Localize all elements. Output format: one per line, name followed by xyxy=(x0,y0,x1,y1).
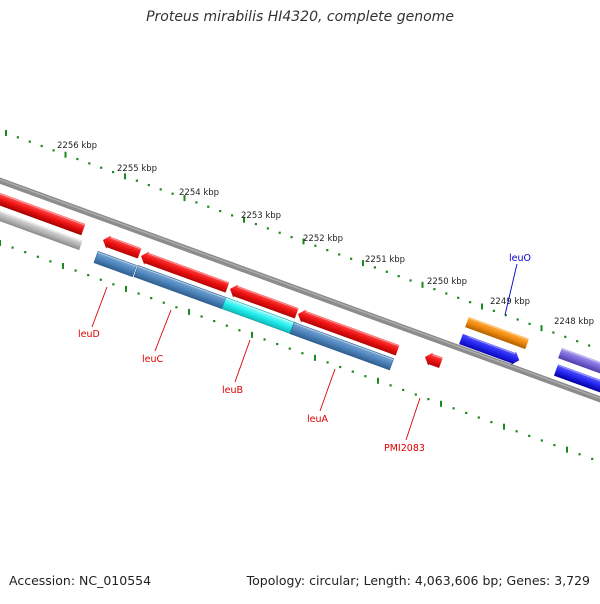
gene-label-leuO: leuO xyxy=(509,253,531,264)
gene-label-leuC: leuC xyxy=(142,354,164,365)
scale-label: 2249 kbp xyxy=(490,297,530,307)
scale-label: 2252 kbp xyxy=(303,234,343,244)
scale-label: 2253 kbp xyxy=(241,211,281,221)
red-gene-leftmost xyxy=(0,186,86,236)
scale-label: 2254 kbp xyxy=(179,188,219,198)
map-title: Proteus mirabilis HI4320, complete genom… xyxy=(146,9,454,25)
grey-feature xyxy=(0,200,83,251)
gene-label-leuA: leuA xyxy=(307,414,329,425)
leuO-gene-blue-arrow xyxy=(459,333,520,365)
leuB-gene-arrow xyxy=(230,284,299,319)
leuC-gene-arrow xyxy=(141,251,230,293)
scale-labels: 2256 kbp 2255 kbp 2254 kbp 2253 kbp 2252 kbp… xyxy=(57,141,594,327)
scale-ticks xyxy=(0,130,594,460)
cds-bar-leuA xyxy=(289,321,395,371)
gene-label-leader xyxy=(504,263,518,316)
scale-label: 2250 kbp xyxy=(427,277,467,287)
cds-bar-leuD xyxy=(93,250,137,278)
scale-label: 2255 kbp xyxy=(117,164,157,174)
scale-label: 2251 kbp xyxy=(365,255,405,265)
gene-label-leader xyxy=(405,397,421,441)
leuA-gene-arrow xyxy=(298,309,400,356)
gene-features xyxy=(0,186,600,397)
gene-label-leuB: leuB xyxy=(222,385,243,396)
blue-gene-right xyxy=(553,364,600,397)
gene-labels: leuD leuC leuB leuA PMI2083 leuO xyxy=(78,253,531,454)
accession-text: Accession: NC_010554 xyxy=(9,573,152,588)
gene-label-leuD: leuD xyxy=(78,329,100,340)
gene-label-leader xyxy=(234,339,251,383)
purple-gene xyxy=(558,347,600,379)
gene-label-leader xyxy=(154,309,172,352)
genome-backbone-line xyxy=(0,177,600,403)
scale-label: 2256 kbp xyxy=(57,141,97,151)
gene-label-leader xyxy=(319,368,336,412)
leuD-gene-arrow xyxy=(103,235,142,259)
genome-backbone-highlight xyxy=(0,179,600,399)
scale-label: 2248 kbp xyxy=(554,317,594,327)
gene-label-leader xyxy=(91,286,108,328)
genome-summary-text: Topology: circular; Length: 4,063,606 bp… xyxy=(246,573,590,588)
gene-label-PMI2083: PMI2083 xyxy=(384,443,425,454)
PMI2083-gene-arrow xyxy=(425,352,443,368)
leuO-gene-orange xyxy=(465,316,530,350)
